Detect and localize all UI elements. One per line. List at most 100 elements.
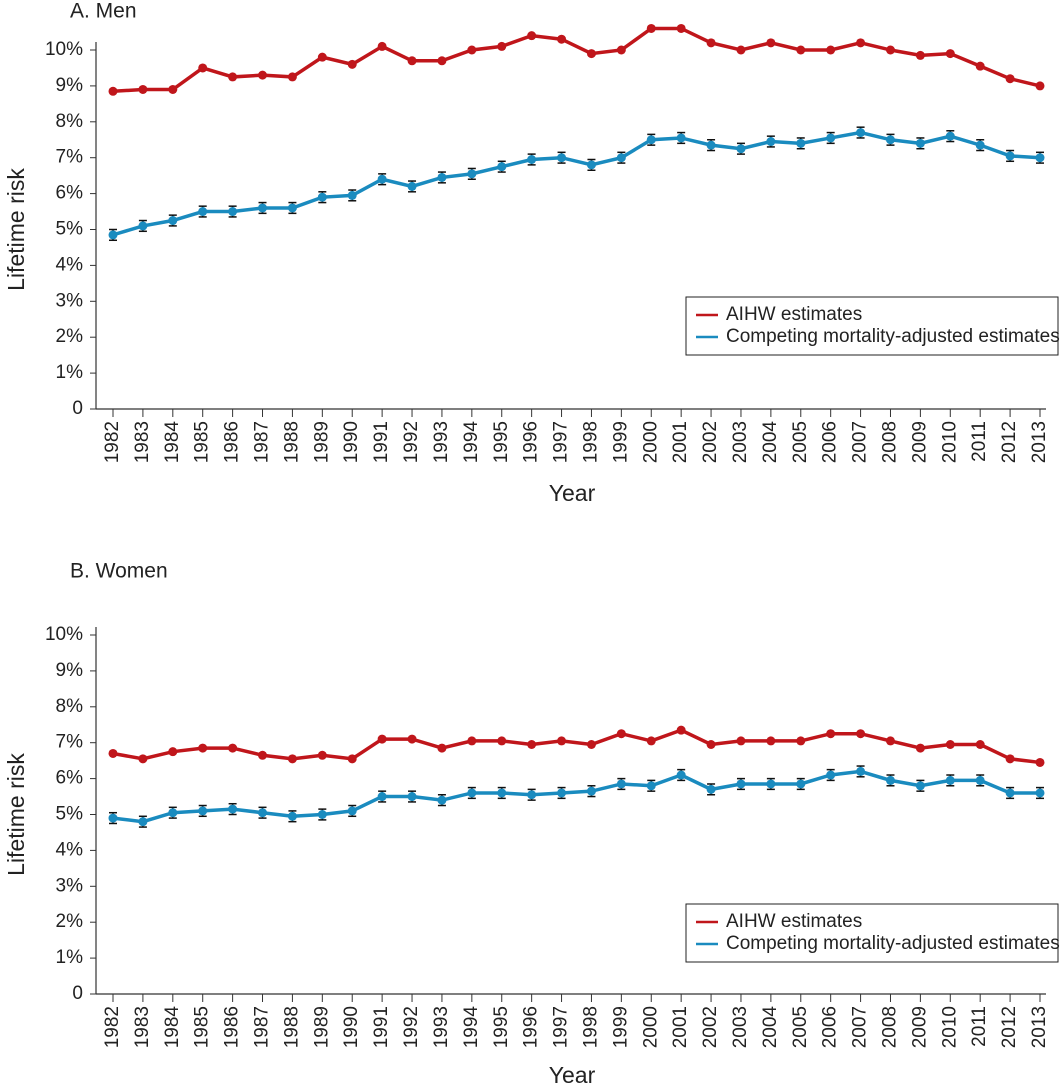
y-axis-label: Lifetime risk [3, 753, 29, 876]
point [586, 49, 596, 59]
y-tick-label: 8% [56, 111, 84, 132]
x-tick-label: 1998 [580, 421, 601, 463]
point [646, 781, 656, 791]
point [915, 743, 925, 753]
point [168, 808, 178, 818]
point [945, 49, 955, 59]
point [975, 739, 985, 749]
point [915, 781, 925, 791]
x-tick-label: 2010 [939, 421, 960, 463]
x-tick-label: 1988 [281, 1006, 302, 1048]
point [915, 50, 925, 60]
y-tick-label: 10% [45, 624, 83, 645]
point [527, 739, 537, 749]
x-tick-label: 2012 [999, 1006, 1020, 1048]
point [736, 779, 746, 789]
x-axis-label: Year [549, 1062, 596, 1086]
point [885, 736, 895, 746]
y-tick-label: 3% [56, 875, 84, 896]
y-tick-label: 8% [56, 696, 84, 717]
point [168, 84, 178, 94]
point [1035, 788, 1045, 798]
point [676, 23, 686, 33]
point [856, 766, 866, 776]
y-tick-label: 0 [72, 398, 83, 419]
x-tick-label: 2002 [700, 421, 721, 463]
series-line [112, 728, 1041, 765]
point [467, 736, 477, 746]
point [407, 734, 417, 744]
x-tick-label: 1999 [610, 1006, 631, 1048]
point [258, 808, 268, 818]
x-tick-label: 2008 [879, 421, 900, 463]
point [736, 144, 746, 154]
point [885, 45, 895, 55]
point [168, 747, 178, 757]
point [317, 192, 327, 202]
x-tick-label: 1991 [371, 1006, 392, 1048]
point [975, 140, 985, 150]
point [258, 203, 268, 213]
point [1035, 81, 1045, 91]
point [258, 750, 268, 760]
y-tick-label: 1% [56, 947, 84, 968]
x-tick-label: 1997 [551, 1006, 572, 1048]
legend-label: Competing mortality-adjusted estimates [726, 326, 1060, 347]
point [138, 754, 148, 764]
point [975, 775, 985, 785]
legend-label: Competing mortality-adjusted estimates [726, 933, 1060, 954]
x-tick-label: 1996 [521, 421, 542, 463]
point [347, 59, 357, 69]
x-tick-label: 2007 [850, 1006, 871, 1048]
point [467, 45, 477, 55]
point [975, 61, 985, 71]
point [945, 131, 955, 141]
x-tick-label: 1986 [222, 1006, 243, 1048]
x-tick-label: 1989 [311, 1006, 332, 1048]
point [527, 154, 537, 164]
point [1005, 754, 1015, 764]
y-tick-label: 6% [56, 183, 84, 204]
x-tick-label: 1995 [491, 421, 512, 463]
x-tick-label: 2009 [909, 421, 930, 463]
point [108, 813, 118, 823]
y-tick-label: 7% [56, 147, 84, 168]
point [437, 172, 447, 182]
point [497, 162, 507, 172]
point [945, 739, 955, 749]
x-tick-label: 1982 [102, 421, 123, 463]
point [377, 734, 387, 744]
point [258, 70, 268, 80]
x-tick-label: 2004 [760, 421, 781, 464]
x-tick-label: 1993 [431, 1006, 452, 1048]
point [796, 138, 806, 148]
point [377, 792, 387, 802]
point [347, 754, 357, 764]
point [497, 788, 507, 798]
point [646, 135, 656, 145]
point [616, 779, 626, 789]
y-tick-label: 9% [56, 660, 84, 681]
x-tick-label: 2005 [790, 421, 811, 463]
point [317, 52, 327, 62]
point [856, 128, 866, 138]
point [407, 181, 417, 191]
x-tick-label: 2002 [700, 1006, 721, 1048]
x-tick-label: 2012 [999, 421, 1020, 463]
point [527, 31, 537, 41]
point [856, 729, 866, 739]
x-tick-label: 1991 [371, 421, 392, 463]
point [766, 736, 776, 746]
point [467, 788, 477, 798]
x-tick-label: 1997 [551, 421, 572, 463]
point [198, 806, 208, 816]
y-tick-label: 2% [56, 326, 84, 347]
point [706, 739, 716, 749]
x-tick-label: 1984 [162, 1006, 183, 1049]
point [198, 207, 208, 217]
point [287, 203, 297, 213]
point [138, 221, 148, 231]
point [1005, 151, 1015, 161]
point [377, 41, 387, 51]
